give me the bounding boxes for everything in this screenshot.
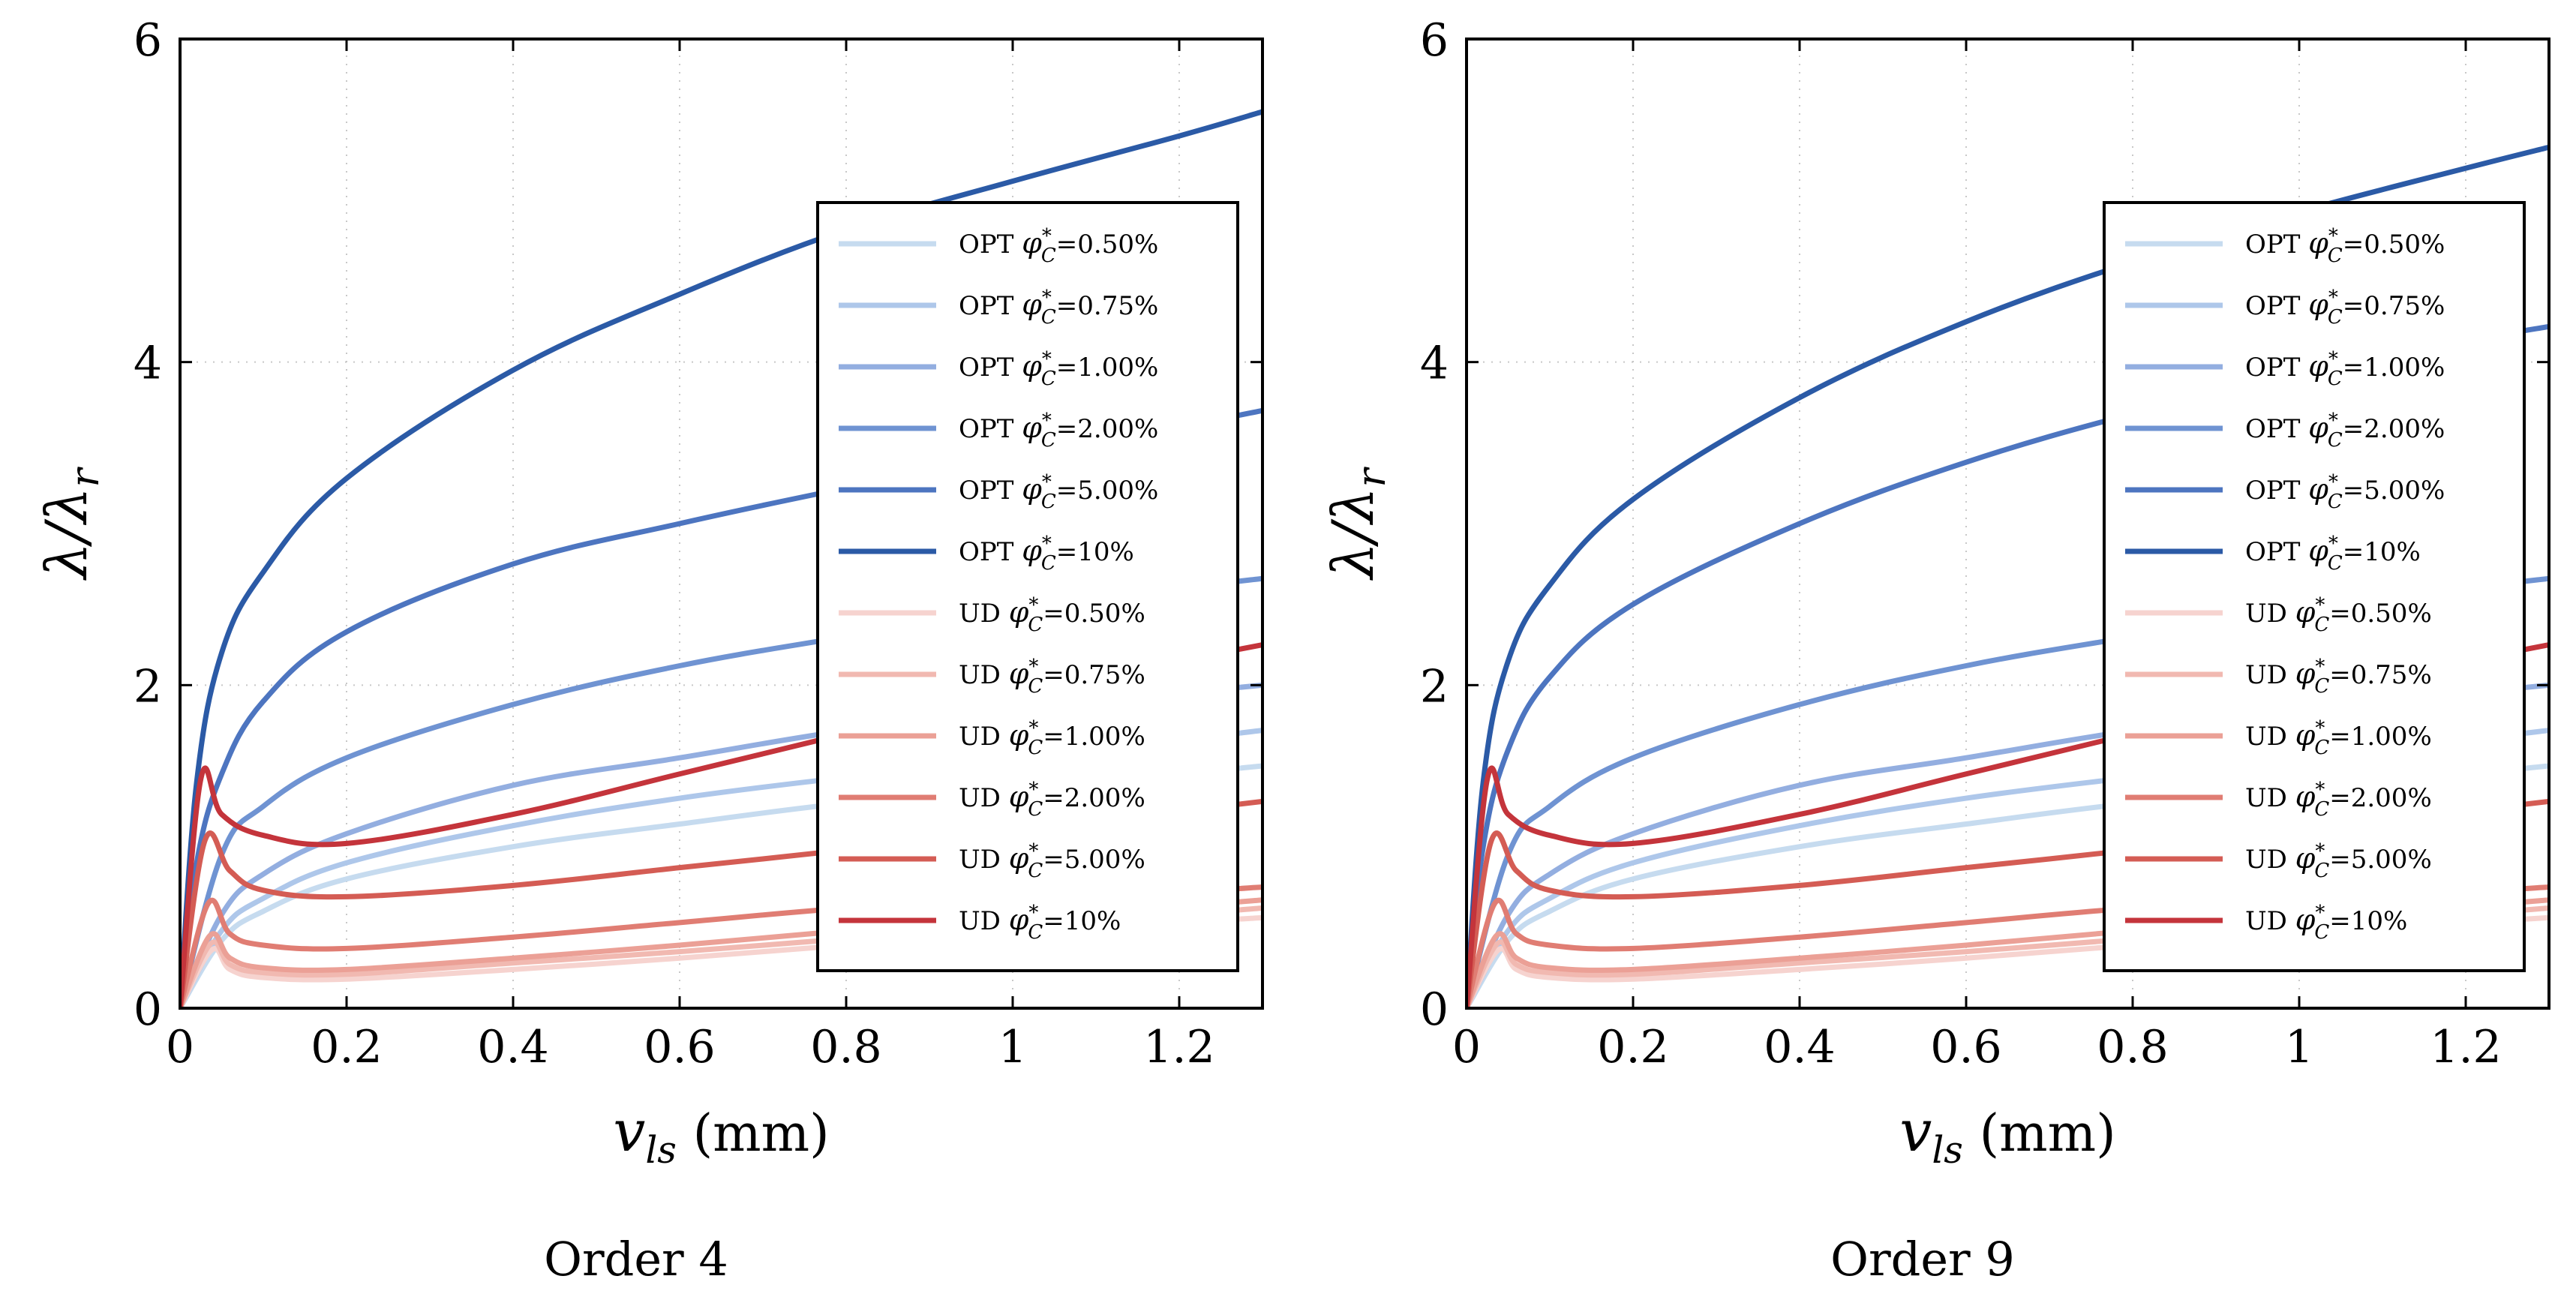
x-tick-label: 0.8 <box>2097 1021 2168 1073</box>
legend-label: OPT φ* C=2.00% <box>959 410 1158 452</box>
x-tick-label: 0.6 <box>644 1021 715 1073</box>
legend-label: UD φ* C=2.00% <box>959 779 1145 821</box>
legend-item: OPT φ* C=1.00% <box>2125 348 2445 390</box>
y-tick-label: 4 <box>1420 338 1449 390</box>
x-tick-label: 1.2 <box>2430 1021 2501 1073</box>
x-tick-label: 1.2 <box>1143 1021 1214 1073</box>
x-tick-label: 0.8 <box>810 1021 881 1073</box>
legend-item: UD φ* C=0.50% <box>2125 594 2432 636</box>
ticks: 0 0.2 0.4 0.6 0.8 1 1.2 0 2 4 6 <box>1420 14 2549 1073</box>
x-tick-label: 0.4 <box>1764 1021 1835 1073</box>
legend: OPT φ* C=0.50% OPT φ* C=0.75% OPT φ* C=1.00% O… <box>2103 201 2526 972</box>
legend-label: UD φ* C=10% <box>959 902 1121 944</box>
legend-item: OPT φ* C=0.50% <box>839 225 1158 267</box>
legend-item: OPT φ* C=1.00% <box>839 348 1158 390</box>
legend-item: UD φ* C=5.00% <box>2125 840 2432 882</box>
legend-label: OPT φ* C=0.75% <box>959 287 1158 329</box>
legend-label: OPT φ* C=0.50% <box>2245 225 2445 267</box>
legend-box <box>2103 201 2526 972</box>
legend-label: UD φ* C=1.00% <box>959 717 1145 759</box>
y-tick-label: 4 <box>134 338 162 390</box>
legend-label: UD φ* C=2.00% <box>2245 779 2432 821</box>
legend: OPT φ* C=0.50% OPT φ* C=0.75% OPT φ* C=1.00% O… <box>816 201 1239 972</box>
panel-caption: Order 4 <box>544 1232 728 1286</box>
y-tick-label: 0 <box>134 983 162 1036</box>
legend-item: OPT φ* C=5.00% <box>2125 471 2445 513</box>
plot-frame <box>1465 38 2550 1010</box>
legend-item: OPT φ* C=0.50% <box>2125 225 2445 267</box>
legend-item: UD φ* C=2.00% <box>2125 779 2432 821</box>
legend-label: OPT φ* C=5.00% <box>959 471 1158 513</box>
legend-item: UD φ* C=1.00% <box>2125 717 2432 759</box>
legend-label: OPT φ* C=0.75% <box>2245 287 2445 329</box>
series-line-6 <box>180 109 1262 1008</box>
legend-label: OPT φ* C=10% <box>2245 533 2421 575</box>
chart-panel-1: 0 0.2 0.4 0.6 0.8 1 1.2 0 2 4 6 vls (mm) λ/λr Order 4… <box>33 14 1264 1286</box>
legend-item: UD φ* C=0.75% <box>839 656 1145 698</box>
panel-caption: Order 9 <box>1830 1232 2015 1286</box>
legend-label: OPT φ* C=1.00% <box>959 348 1158 390</box>
x-tick-label: 0.4 <box>477 1021 548 1073</box>
x-tick-label: 0.6 <box>1930 1021 2001 1073</box>
x-tick-label: 1 <box>998 1021 1027 1073</box>
y-axis-title: λ/λr <box>33 466 108 581</box>
legend-label: OPT φ* C=5.00% <box>2245 471 2445 513</box>
x-axis-title: vls (mm) <box>613 1097 829 1172</box>
y-tick-label: 6 <box>134 14 162 67</box>
y-tick-label: 6 <box>1420 14 1449 67</box>
x-tick-label: 0.2 <box>311 1021 382 1073</box>
legend-item: OPT φ* C=10% <box>2125 533 2421 575</box>
legend-item: OPT φ* C=2.00% <box>839 410 1158 452</box>
legend-item: OPT φ* C=2.00% <box>2125 410 2445 452</box>
y-tick-label: 0 <box>1420 983 1449 1036</box>
plot-frame <box>179 38 1264 1010</box>
y-tick-label: 2 <box>134 660 162 713</box>
legend-box <box>816 201 1239 972</box>
x-tick-label: 0.2 <box>1597 1021 1668 1073</box>
legend-item: OPT φ* C=0.75% <box>839 287 1158 329</box>
legend-item: UD φ* C=5.00% <box>839 840 1145 882</box>
legend-item: UD φ* C=10% <box>839 902 1121 944</box>
legend-label: UD φ* C=10% <box>2245 902 2407 944</box>
legend-label: OPT φ* C=0.50% <box>959 225 1158 267</box>
x-tick-label: 1 <box>2285 1021 2313 1073</box>
legend-label: UD φ* C=0.75% <box>959 656 1145 698</box>
legend-item: UD φ* C=10% <box>2125 902 2407 944</box>
y-tick-label: 2 <box>1420 660 1449 713</box>
legend-label: UD φ* C=0.75% <box>2245 656 2432 698</box>
ticks: 0 0.2 0.4 0.6 0.8 1 1.2 0 2 4 6 <box>134 14 1262 1073</box>
legend-label: UD φ* C=0.50% <box>2245 594 2432 636</box>
legend-item: UD φ* C=0.50% <box>839 594 1145 636</box>
legend-label: UD φ* C=5.00% <box>959 840 1145 882</box>
legend-label: OPT φ* C=10% <box>959 533 1134 575</box>
legend-label: OPT φ* C=1.00% <box>2245 348 2445 390</box>
legend-item: UD φ* C=0.75% <box>2125 656 2432 698</box>
x-tick-label: 0 <box>166 1021 194 1073</box>
legend-item: OPT φ* C=10% <box>839 533 1134 575</box>
x-tick-label: 0 <box>1452 1021 1481 1073</box>
x-axis-title: vls (mm) <box>1899 1097 2115 1172</box>
legend-label: UD φ* C=0.50% <box>959 594 1145 636</box>
y-axis-title: λ/λr <box>1320 466 1395 581</box>
legend-item: UD φ* C=2.00% <box>839 779 1145 821</box>
legend-item: UD φ* C=1.00% <box>839 717 1145 759</box>
legend-label: UD φ* C=5.00% <box>2245 840 2432 882</box>
legend-item: OPT φ* C=0.75% <box>2125 287 2445 329</box>
legend-label: OPT φ* C=2.00% <box>2245 410 2445 452</box>
chart-panel-2: 0 0.2 0.4 0.6 0.8 1 1.2 0 2 4 6 vls (mm) λ/λr Order 9… <box>1320 14 2550 1286</box>
legend-item: OPT φ* C=5.00% <box>839 471 1158 513</box>
legend-label: UD φ* C=1.00% <box>2245 717 2432 759</box>
